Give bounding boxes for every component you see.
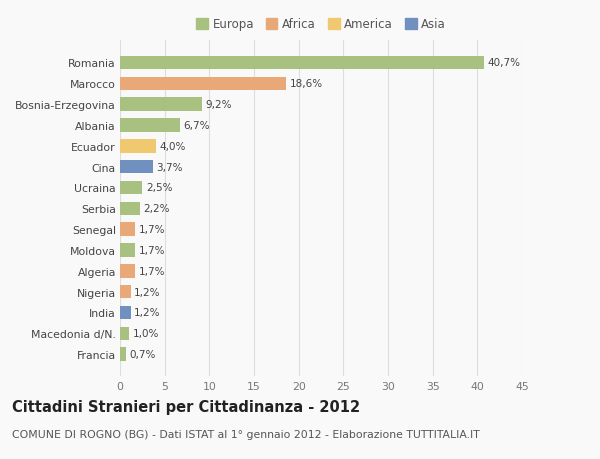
Text: 2,5%: 2,5% — [146, 183, 172, 193]
Text: 0,7%: 0,7% — [130, 349, 156, 359]
Text: 1,0%: 1,0% — [133, 329, 159, 339]
Text: 1,7%: 1,7% — [139, 246, 165, 255]
Text: 3,7%: 3,7% — [157, 162, 183, 172]
Bar — [120, 327, 129, 341]
Bar — [120, 264, 135, 278]
Text: 1,2%: 1,2% — [134, 308, 161, 318]
Text: COMUNE DI ROGNO (BG) - Dati ISTAT al 1° gennaio 2012 - Elaborazione TUTTITALIA.I: COMUNE DI ROGNO (BG) - Dati ISTAT al 1° … — [12, 429, 480, 439]
Bar — [120, 223, 135, 236]
Text: 18,6%: 18,6% — [290, 79, 323, 89]
Bar — [120, 285, 131, 299]
Bar — [120, 119, 180, 133]
Bar — [120, 181, 142, 195]
Text: Cittadini Stranieri per Cittadinanza - 2012: Cittadini Stranieri per Cittadinanza - 2… — [12, 399, 360, 414]
Bar — [120, 77, 286, 91]
Bar — [120, 347, 126, 361]
Text: 1,7%: 1,7% — [139, 266, 165, 276]
Bar — [120, 244, 135, 257]
Bar — [120, 202, 140, 216]
Bar — [120, 161, 153, 174]
Text: 1,7%: 1,7% — [139, 224, 165, 235]
Text: 40,7%: 40,7% — [487, 58, 520, 68]
Bar — [120, 98, 202, 112]
Bar — [120, 56, 484, 70]
Text: 1,2%: 1,2% — [134, 287, 161, 297]
Bar — [120, 140, 156, 153]
Text: 4,0%: 4,0% — [160, 141, 185, 151]
Legend: Europa, Africa, America, Asia: Europa, Africa, America, Asia — [191, 14, 451, 36]
Bar — [120, 306, 131, 319]
Text: 2,2%: 2,2% — [143, 204, 170, 214]
Text: 9,2%: 9,2% — [206, 100, 232, 110]
Text: 6,7%: 6,7% — [184, 121, 210, 131]
